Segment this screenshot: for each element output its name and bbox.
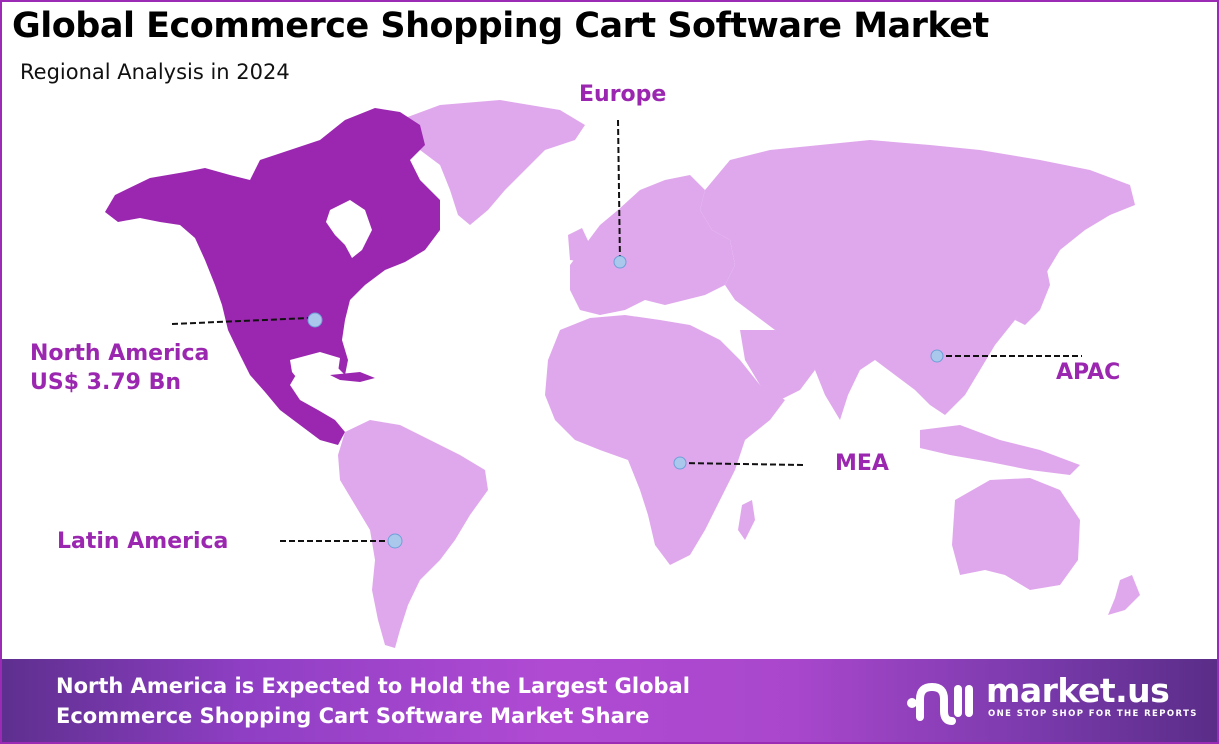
region-se-asia [920,425,1080,475]
marker-mea [673,456,687,470]
region-uk [568,228,590,262]
region-arabia [740,330,815,400]
leader-mea [679,462,805,466]
region-europe [570,175,735,315]
region-name: North America [30,341,210,366]
summary-banner: North America is Expected to Hold the La… [2,659,1217,742]
banner-line-1: North America is Expected to Hold the La… [56,674,690,698]
market-us-logo-icon [907,682,973,725]
caribbean [330,372,375,382]
region-south-america [338,420,488,648]
region-value: US$ 3.79 Bn [30,370,182,395]
world-map [105,100,1140,648]
marker-apac [930,349,944,363]
label-north-america: North America US$ 3.79 Bn [30,339,209,397]
region-africa [545,315,785,565]
leader-north-america [171,317,311,325]
label-mea: MEA [835,451,889,476]
region-new-zealand [1108,575,1140,615]
label-apac: APAC [1056,360,1121,385]
marker-latin-america [387,533,403,549]
brand-name: market.us [986,671,1170,710]
brand-tagline: ONE STOP SHOP FOR THE REPORTS [988,709,1198,719]
brand-logo: market.us ONE STOP SHOP FOR THE REPORTS [906,671,1198,727]
marker-europe [613,255,627,269]
page-title: Global Ecommerce Shopping Cart Software … [12,6,989,46]
region-australia [952,478,1080,590]
region-greenland [405,100,585,225]
hudson-bay [326,200,372,258]
label-latin-america: Latin America [57,529,229,554]
gulf-of-mexico [290,352,340,382]
marker-north-america [307,312,323,328]
region-north-america [105,108,440,445]
banner-text: North America is Expected to Hold the La… [56,671,690,731]
leader-europe [617,119,621,263]
region-japan [1015,260,1050,325]
page-subtitle: Regional Analysis in 2024 [20,60,290,84]
region-madagascar [738,500,755,540]
label-europe: Europe [579,82,667,107]
region-asia [700,140,1135,420]
banner-line-2: Ecommerce Shopping Cart Software Market … [56,704,650,728]
